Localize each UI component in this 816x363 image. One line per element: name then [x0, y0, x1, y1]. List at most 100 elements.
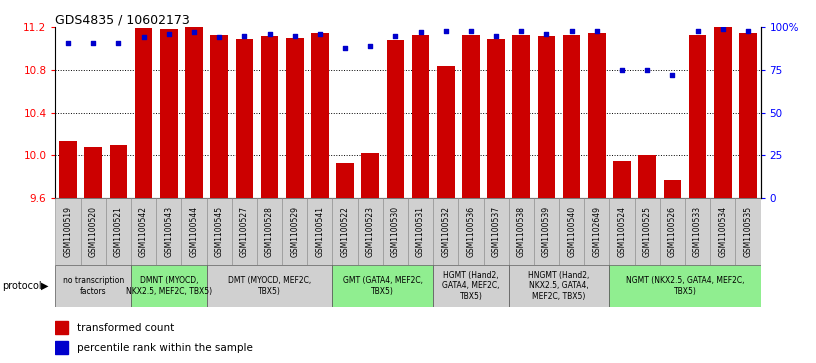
- Bar: [387, 40, 404, 198]
- Bar: [412, 35, 429, 198]
- Text: protocol: protocol: [2, 281, 42, 291]
- Text: DMT (MYOCD, MEF2C,
TBX5): DMT (MYOCD, MEF2C, TBX5): [228, 276, 311, 295]
- Text: transformed count: transformed count: [77, 323, 174, 333]
- Point: [213, 34, 226, 40]
- Text: GSM1100531: GSM1100531: [416, 206, 425, 257]
- Bar: [433, 198, 459, 265]
- Text: GSM1100543: GSM1100543: [164, 206, 173, 257]
- Bar: [685, 198, 710, 265]
- Point: [288, 33, 301, 38]
- Text: GSM1100520: GSM1100520: [89, 206, 98, 257]
- Bar: [257, 198, 282, 265]
- Point: [112, 40, 125, 45]
- Text: GSM1100533: GSM1100533: [693, 206, 702, 257]
- Point: [414, 29, 427, 35]
- Bar: [109, 144, 127, 198]
- Bar: [206, 198, 232, 265]
- Bar: [282, 198, 308, 265]
- Bar: [714, 27, 732, 198]
- Bar: [462, 35, 480, 198]
- Text: no transcription
factors: no transcription factors: [63, 276, 124, 295]
- Text: NGMT (NKX2.5, GATA4, MEF2C,
TBX5): NGMT (NKX2.5, GATA4, MEF2C, TBX5): [626, 276, 744, 295]
- Bar: [60, 141, 77, 198]
- Bar: [106, 198, 131, 265]
- Bar: [638, 155, 656, 198]
- Text: GSM1100521: GSM1100521: [114, 206, 123, 257]
- Bar: [131, 265, 206, 307]
- Point: [615, 67, 628, 73]
- Text: GSM1100541: GSM1100541: [315, 206, 325, 257]
- Point: [691, 28, 704, 33]
- Point: [515, 28, 528, 33]
- Point: [86, 40, 100, 45]
- Bar: [613, 160, 631, 198]
- Bar: [206, 265, 332, 307]
- Text: GSM1100534: GSM1100534: [718, 206, 727, 257]
- Bar: [508, 198, 534, 265]
- Bar: [232, 198, 257, 265]
- Point: [565, 28, 579, 33]
- Bar: [260, 36, 278, 198]
- Point: [137, 34, 150, 40]
- Point: [590, 28, 603, 33]
- Bar: [361, 153, 379, 198]
- Text: GSM1100540: GSM1100540: [567, 206, 576, 257]
- Point: [188, 29, 201, 35]
- Bar: [286, 38, 304, 198]
- Bar: [308, 198, 332, 265]
- Bar: [185, 27, 203, 198]
- Text: DMNT (MYOCD,
NKX2.5, MEF2C, TBX5): DMNT (MYOCD, NKX2.5, MEF2C, TBX5): [126, 276, 212, 295]
- Point: [263, 31, 276, 37]
- Point: [339, 45, 352, 50]
- Text: percentile rank within the sample: percentile rank within the sample: [77, 343, 252, 352]
- Bar: [635, 198, 660, 265]
- Bar: [357, 198, 383, 265]
- Bar: [710, 198, 735, 265]
- Bar: [534, 198, 559, 265]
- Bar: [55, 321, 68, 334]
- Text: GSM1100528: GSM1100528: [265, 206, 274, 257]
- Text: GSM1100535: GSM1100535: [743, 206, 752, 257]
- Text: GMT (GATA4, MEF2C,
TBX5): GMT (GATA4, MEF2C, TBX5): [343, 276, 423, 295]
- Text: GSM1100524: GSM1100524: [618, 206, 627, 257]
- Bar: [332, 198, 357, 265]
- Point: [716, 26, 730, 32]
- Bar: [332, 265, 433, 307]
- Bar: [610, 198, 635, 265]
- Text: HNGMT (Hand2,
NKX2.5, GATA4,
MEF2C, TBX5): HNGMT (Hand2, NKX2.5, GATA4, MEF2C, TBX5…: [529, 271, 590, 301]
- Bar: [739, 33, 756, 198]
- Text: GSM1100538: GSM1100538: [517, 206, 526, 257]
- Bar: [55, 265, 131, 307]
- Bar: [487, 39, 505, 198]
- Bar: [236, 39, 253, 198]
- Bar: [512, 35, 530, 198]
- Bar: [588, 33, 605, 198]
- Bar: [484, 198, 508, 265]
- Text: GSM1102649: GSM1102649: [592, 206, 601, 257]
- Text: GSM1100530: GSM1100530: [391, 206, 400, 257]
- Bar: [135, 28, 153, 198]
- Bar: [559, 198, 584, 265]
- Text: GSM1100545: GSM1100545: [215, 206, 224, 257]
- Bar: [81, 198, 106, 265]
- Text: GDS4835 / 10602173: GDS4835 / 10602173: [55, 13, 190, 26]
- Bar: [55, 341, 68, 354]
- Point: [540, 31, 553, 37]
- Point: [237, 33, 251, 38]
- Bar: [408, 198, 433, 265]
- Bar: [538, 36, 556, 198]
- Bar: [55, 198, 81, 265]
- Bar: [735, 198, 761, 265]
- Bar: [437, 66, 455, 198]
- Text: GSM1100532: GSM1100532: [441, 206, 450, 257]
- Text: GSM1100522: GSM1100522: [340, 206, 349, 257]
- Text: GSM1100544: GSM1100544: [189, 206, 198, 257]
- Bar: [181, 198, 206, 265]
- Text: GSM1100542: GSM1100542: [139, 206, 149, 257]
- Point: [61, 40, 74, 45]
- Bar: [156, 198, 181, 265]
- Text: GSM1100526: GSM1100526: [667, 206, 677, 257]
- Text: GSM1100537: GSM1100537: [491, 206, 501, 257]
- Point: [389, 33, 402, 38]
- Point: [439, 28, 452, 33]
